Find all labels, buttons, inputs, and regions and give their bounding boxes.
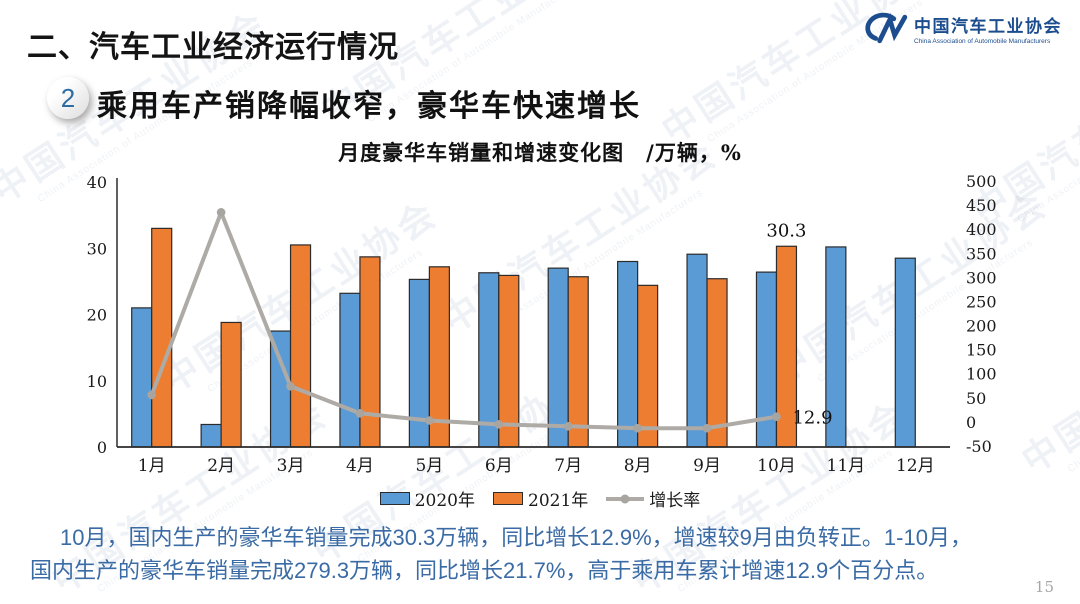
growth-rate-marker <box>147 390 157 400</box>
x-axis-label: 10月 <box>757 456 796 476</box>
page-title: 二、汽车工业经济运行情况 <box>27 31 399 64</box>
legend-item-growth: 增长率 <box>606 486 700 511</box>
summary-line-2: 国内生产的豪华车销量完成279.3万辆，同比增长21.7%，高于乘用车累计增速1… <box>30 558 939 583</box>
legend-swatch-2021 <box>493 492 523 505</box>
legend-item-2020: 2020年 <box>379 486 475 511</box>
right-axis-tick-label: 200 <box>966 317 997 336</box>
right-axis-tick-label: 0 <box>966 413 976 432</box>
legend-label-2021: 2021年 <box>528 491 589 511</box>
data-label-12.9: 12.9 <box>792 408 832 429</box>
left-axis-tick-label: 30 <box>87 239 107 258</box>
right-axis-tick-label: 500 <box>966 172 997 191</box>
x-axis-label: 1月 <box>138 456 166 476</box>
x-axis-label: 12月 <box>896 456 935 476</box>
bar-2020年-8月 <box>617 260 639 448</box>
growth-rate-marker <box>286 381 295 391</box>
summary-text: 10月，国内生产的豪华车销量完成30.3万辆，同比增长12.9%，增速较9月由负… <box>30 521 1050 587</box>
right-axis-tick-label: 400 <box>966 220 997 239</box>
growth-rate-marker <box>563 421 573 431</box>
bar-2020年-6月 <box>478 272 500 448</box>
summary-line-1: 10月，国内生产的豪华车销量完成30.3万辆，同比增长12.9%，增速较9月由负… <box>60 525 972 550</box>
data-label-30.3: 30.3 <box>766 220 806 241</box>
x-axis-label: 5月 <box>415 456 443 476</box>
bar-2020年-9月 <box>686 253 708 448</box>
growth-rate-marker <box>633 423 642 433</box>
bar-2021年-1月 <box>151 227 173 448</box>
chart-title: 月度豪华车销量和增速变化图 /万辆，% <box>338 140 742 165</box>
left-axis-tick-label: 20 <box>87 306 107 325</box>
right-axis-tick-label: 250 <box>966 292 997 311</box>
legend-line-marker-icon <box>606 494 645 503</box>
bar-2020年-12月 <box>894 257 916 448</box>
bar-2020年-2月 <box>200 423 222 448</box>
org-name-en: China Association of Automobile Manufact… <box>914 38 1051 46</box>
x-axis-label: 2月 <box>207 456 235 476</box>
page-number: 15 <box>1034 578 1054 596</box>
legend-label-growth: 增长率 <box>649 491 701 511</box>
x-axis-label: 8月 <box>624 456 652 476</box>
growth-rate-marker <box>772 412 781 421</box>
section-number-badge: 2 <box>47 77 89 119</box>
legend-swatch-2020 <box>379 492 410 505</box>
org-logo: 中国汽车工业协会 China Association of Automobile… <box>856 10 1062 53</box>
x-axis-label: 9月 <box>693 456 721 476</box>
bar-2020年-7月 <box>547 267 569 448</box>
growth-rate-marker <box>355 408 365 418</box>
bar-2021年-8月 <box>637 284 659 448</box>
org-name-cn: 中国汽车工业协会 <box>914 16 1062 36</box>
right-axis-tick-label: 350 <box>966 244 997 263</box>
bar-2021年-7月 <box>567 276 589 448</box>
right-axis-tick-label: 50 <box>966 389 986 408</box>
x-axis-label: 6月 <box>485 456 513 476</box>
bar-2021年-3月 <box>289 244 312 448</box>
chart-legend: 2020年 2021年 增长率 <box>0 486 1080 511</box>
bar-2021年-9月 <box>706 278 728 448</box>
x-axis-label: 4月 <box>346 456 374 476</box>
right-axis-tick-label: 300 <box>966 268 997 287</box>
legend-label-2020: 2020年 <box>414 491 475 511</box>
growth-rate-marker <box>216 208 226 217</box>
bar-2020年-4月 <box>339 292 361 448</box>
x-axis-label: 3月 <box>277 456 305 476</box>
section-heading: 乘用车产销降幅收窄，豪华车快速增长 <box>97 90 641 123</box>
left-axis-tick-label: 10 <box>87 372 107 391</box>
x-axis-label: 7月 <box>554 456 582 476</box>
growth-rate-marker <box>425 416 434 425</box>
bar-2021年-2月 <box>220 321 242 448</box>
x-axis-label: 11月 <box>827 456 866 476</box>
bar-2021年-4月 <box>359 256 381 448</box>
legend-item-2021: 2021年 <box>493 486 588 511</box>
right-axis-tick-label: 450 <box>966 196 997 215</box>
right-axis-tick-label: 100 <box>966 365 997 384</box>
right-axis-tick-label: 150 <box>966 341 997 360</box>
bar-2020年-1月 <box>131 307 153 448</box>
sales-growth-chart: 0 10 20 30 40 -50 0 50 100 150 200 250 300 350 400 450 5… <box>87 172 997 476</box>
growth-rate-line <box>149 210 777 431</box>
bar-2021年-6月 <box>498 274 520 448</box>
growth-rate-marker <box>494 420 504 429</box>
left-axis-tick-label: 0 <box>97 438 107 457</box>
left-axis-tick-label: 40 <box>87 173 107 192</box>
growth-rate-marker <box>702 423 712 433</box>
cm-logo-icon <box>856 10 908 53</box>
right-axis-tick-label: -50 <box>966 437 992 456</box>
